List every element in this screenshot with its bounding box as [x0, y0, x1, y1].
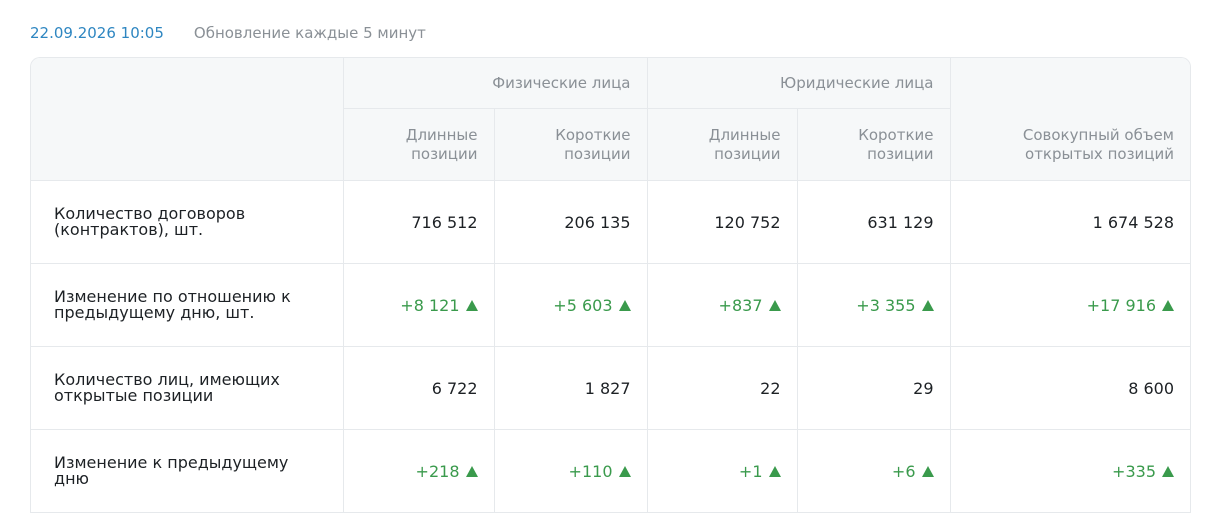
table-container: Физические лица Юридические лица Совокуп…: [30, 57, 1191, 513]
table-row: Изменение по отношению к предыдущему дню…: [31, 263, 1190, 347]
value-cell: +1: [646, 429, 798, 513]
update-note: Обновление каждые 5 минут: [193, 24, 426, 42]
positions-table: Физические лица Юридические лица Совокуп…: [31, 58, 1190, 513]
value-cell: 120 752: [646, 180, 798, 264]
value-cell: +8 121: [342, 263, 495, 347]
column-header-text: Совокупный объем открытых позиций: [1022, 126, 1174, 163]
value-cell: 8 600: [949, 346, 1190, 430]
value-cell: +5 603: [493, 263, 648, 347]
value-cell: 29: [796, 346, 951, 430]
header: 22.09.2026 10:05 Обновление каждые 5 мин…: [30, 24, 426, 42]
value-cell: 716 512: [342, 180, 495, 264]
value-cell: 6 722: [342, 346, 495, 430]
column-header: Длинные позиции: [646, 108, 798, 181]
column-header: Совокупный объем открытых позиций: [949, 58, 1190, 181]
corner-cell: [31, 58, 344, 181]
row-label: Изменение к предыдущему дню: [54, 453, 289, 488]
row-label-cell: Количество договоров (контрактов), шт.: [31, 180, 344, 264]
group-header: Физические лица: [342, 58, 648, 109]
table-row: Количество договоров (контрактов), шт. 71…: [31, 180, 1190, 264]
timestamp: 22.09.2026 10:05: [30, 24, 164, 42]
column-header-text: Длинные позиции: [405, 125, 478, 163]
value-cell: +17 916: [949, 263, 1190, 347]
row-label-cell: Изменение по отношению к предыдущему дню…: [31, 263, 344, 347]
value-cell: +218: [342, 429, 495, 513]
value-cell: 1 674 528: [949, 180, 1190, 264]
row-label-cell: Количество лиц, имеющих открытые позиции: [31, 346, 344, 430]
value-cell: +6: [796, 429, 951, 513]
value-cell: 22: [646, 346, 798, 430]
table-row: Изменение к предыдущему дню +218 +110 +1 +6 +…: [31, 429, 1190, 513]
column-header-text: Короткие позиции: [555, 125, 631, 163]
value-cell: 1 827: [493, 346, 648, 430]
table-row: Количество лиц, имеющих открытые позиции…: [31, 346, 1190, 430]
value-cell: +3 355: [796, 263, 951, 347]
row-label: Изменение по отношению к предыдущему дню…: [54, 287, 291, 322]
row-label-cell: Изменение к предыдущему дню: [31, 429, 344, 513]
column-header-text: Длинные позиции: [708, 125, 781, 163]
value-cell: +335: [949, 429, 1190, 513]
value-cell: 631 129: [796, 180, 951, 264]
row-label: Количество договоров (контрактов), шт.: [54, 204, 246, 239]
row-label: Количество лиц, имеющих открытые позиции: [54, 370, 280, 405]
value-cell: 206 135: [493, 180, 648, 264]
table-body: Количество договоров (контрактов), шт. 71…: [31, 180, 1190, 513]
column-header: Длинные позиции: [343, 108, 495, 181]
column-header: Короткие позиции: [493, 108, 648, 181]
column-header-text: Короткие позиции: [858, 125, 934, 163]
column-header: Короткие позиции: [796, 108, 950, 181]
group-header: Юридические лица: [646, 58, 951, 109]
value-cell: +837: [646, 263, 798, 347]
value-cell: +110: [493, 429, 648, 513]
